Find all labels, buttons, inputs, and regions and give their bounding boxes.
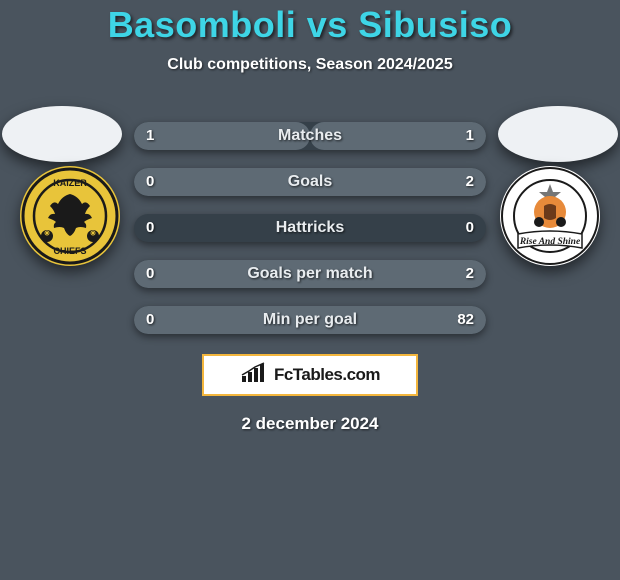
stat-value-left: 1 <box>134 122 166 150</box>
club-logo-right: Rise And Shine <box>500 166 600 266</box>
stat-value-left: 0 <box>134 306 166 334</box>
stat-row: Matches1 1 <box>134 122 486 150</box>
stat-value-left: 0 <box>134 168 166 196</box>
stat-row: Min per goal0 82 <box>134 306 486 334</box>
stat-row: Hattricks0 0 <box>134 214 486 242</box>
player-avatar-left <box>2 106 122 162</box>
stat-value-right: 1 <box>454 122 486 150</box>
stat-label: Hattricks <box>134 214 486 242</box>
stat-value-left: 0 <box>134 260 166 288</box>
brand-badge: FcTables.com <box>202 354 418 396</box>
subtitle: Club competitions, Season 2024/2025 <box>0 56 620 74</box>
chart-icon <box>240 362 268 389</box>
stat-value-left: 0 <box>134 214 166 242</box>
comparison-panel: KAIZER CHIEFS <box>0 104 620 344</box>
stat-label: Matches <box>134 122 486 150</box>
club-logo-left: KAIZER CHIEFS <box>20 166 120 266</box>
date-label: 2 december 2024 <box>0 414 620 434</box>
stat-label: Goals per match <box>134 260 486 288</box>
svg-text:KAIZER: KAIZER <box>53 178 87 188</box>
brand-label: FcTables.com <box>274 365 380 385</box>
stat-value-right: 0 <box>454 214 486 242</box>
player-avatar-right <box>498 106 618 162</box>
stat-value-right: 82 <box>445 306 486 334</box>
stat-bars: Matches11Goals02Hattricks00Goals per mat… <box>134 122 486 352</box>
svg-text:CHIEFS: CHIEFS <box>53 246 86 256</box>
stat-label: Goals <box>134 168 486 196</box>
stat-label: Min per goal <box>134 306 486 334</box>
stat-value-right: 2 <box>454 260 486 288</box>
stat-row: Goals per match0 2 <box>134 260 486 288</box>
stat-value-right: 2 <box>454 168 486 196</box>
stat-row: Goals0 2 <box>134 168 486 196</box>
page-title: Basomboli vs Sibusiso <box>0 4 620 46</box>
infographic-root: Basomboli vs Sibusiso Club competitions,… <box>0 0 620 434</box>
svg-text:Rise And Shine: Rise And Shine <box>519 237 581 247</box>
